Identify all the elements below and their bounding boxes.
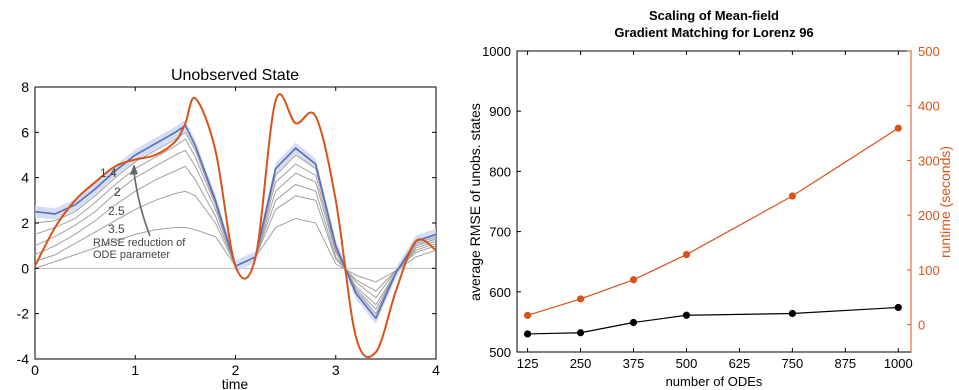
arrow-label-line1: RMSE reduction of xyxy=(93,237,186,249)
level-label-2: 2 xyxy=(114,185,121,199)
left-x-tick-label: 2 xyxy=(232,362,240,378)
estimated-state-line xyxy=(34,124,437,320)
reduced-rmse-line-3 xyxy=(34,138,437,310)
right-right-y-axis-label: runtime (seconds) xyxy=(937,146,953,258)
rmse-arrow-head xyxy=(130,164,138,175)
left-series-lines xyxy=(34,93,437,359)
left-y-tick-label: 6 xyxy=(21,124,29,140)
right-right-y-tick-label: 200 xyxy=(918,208,940,223)
left-y-tick-label: -4 xyxy=(17,351,30,367)
right-x-tick-label: 375 xyxy=(623,356,645,371)
right-right-y-tick-label: 300 xyxy=(918,153,940,168)
rmse-point xyxy=(788,309,796,318)
runtime-point xyxy=(523,311,532,319)
runtime-point xyxy=(629,276,638,284)
right-left-y-tick-label: 500 xyxy=(489,345,511,360)
reduced-rmse-line-4 xyxy=(34,149,437,306)
right-right-y-tick-label: 0 xyxy=(918,318,925,333)
right-left-y-tick-label: 900 xyxy=(489,104,511,119)
right-ticks: 125 250 375 500 625 750 875 1000500600700800900… xyxy=(482,44,940,371)
right-chart: Scaling of Mean-field Gradient Matching … xyxy=(467,8,953,389)
runtime-line xyxy=(527,127,899,316)
left-x-tick-label: 0 xyxy=(31,362,39,378)
left-y-tick-label: 4 xyxy=(21,170,29,186)
rmse-point xyxy=(894,303,902,312)
right-x-axis-label: number of ODEs xyxy=(666,374,763,389)
right-left-y-tick-label: 700 xyxy=(489,225,511,240)
right-chart-title-line1: Scaling of Mean-field xyxy=(649,8,779,23)
reduced-rmse-line-7 xyxy=(34,217,437,283)
right-series-markers xyxy=(523,124,902,338)
right-chart-title-line2: Gradient Matching for Lorenz 96 xyxy=(614,25,813,40)
rmse-point xyxy=(576,329,585,337)
left-x-tick-label: 3 xyxy=(332,362,340,378)
level-label-4: 3.5 xyxy=(108,222,125,236)
reduced-rmse-line-5 xyxy=(34,165,437,299)
true-state-line xyxy=(34,93,437,359)
right-left-y-tick-label: 800 xyxy=(489,164,511,179)
right-x-tick-label: 1000 xyxy=(884,356,913,371)
right-left-y-tick-label: 600 xyxy=(489,285,511,300)
runtime-point xyxy=(576,295,585,303)
right-x-tick-label: 500 xyxy=(676,356,698,371)
rmse-point xyxy=(523,330,532,338)
left-chart: Unobserved State 0 1 2 3 4 -4 -2 0 2 4 6 8 1.4 2 2.… xyxy=(17,67,441,390)
right-x-tick-label: 625 xyxy=(729,356,751,371)
runtime-point xyxy=(894,124,902,132)
runtime-point xyxy=(682,250,691,259)
right-x-tick-label: 250 xyxy=(570,356,592,371)
arrow-label-line2: ODE parameter xyxy=(93,249,170,261)
right-right-y-tick-label: 400 xyxy=(918,99,940,114)
right-series-lines xyxy=(527,127,899,335)
left-chart-title: Unobserved State xyxy=(171,67,299,84)
left-y-tick-label: -2 xyxy=(17,306,30,322)
left-y-tick-label: 0 xyxy=(21,260,29,276)
left-x-tick-label: 1 xyxy=(131,362,139,378)
left-x-axis-label: time xyxy=(222,376,249,390)
right-right-y-tick-label: 100 xyxy=(918,263,940,278)
band-area xyxy=(35,119,436,324)
estimate-uncertainty-band xyxy=(35,119,436,324)
right-right-y-tick-label: 500 xyxy=(918,44,940,59)
runtime-point xyxy=(788,192,796,200)
right-plot-frame xyxy=(516,50,912,353)
left-x-tick-label: 4 xyxy=(432,362,440,378)
reduced-rmse-line-2 xyxy=(34,131,437,315)
left-y-tick-label: 2 xyxy=(21,215,29,231)
rmse-line xyxy=(527,306,899,335)
right-x-tick-label: 875 xyxy=(834,356,856,371)
right-x-tick-label: 125 xyxy=(517,356,539,371)
right-x-tick-label: 750 xyxy=(782,356,804,371)
left-y-tick-label: 8 xyxy=(21,79,29,95)
reduced-rmse-line-6 xyxy=(34,190,437,292)
level-label-3: 2.5 xyxy=(108,204,125,218)
right-left-y-tick-label: 1000 xyxy=(482,44,511,59)
rmse-point xyxy=(682,311,691,319)
right-left-y-axis-label: average RMSE of unobs. states xyxy=(467,103,483,301)
rmse-arrow xyxy=(133,171,151,237)
rmse-point xyxy=(629,318,638,327)
left-ticks: 0 1 2 3 4 -4 -2 0 2 4 6 8 xyxy=(17,79,441,378)
level-label-1: 1.4 xyxy=(100,166,117,180)
